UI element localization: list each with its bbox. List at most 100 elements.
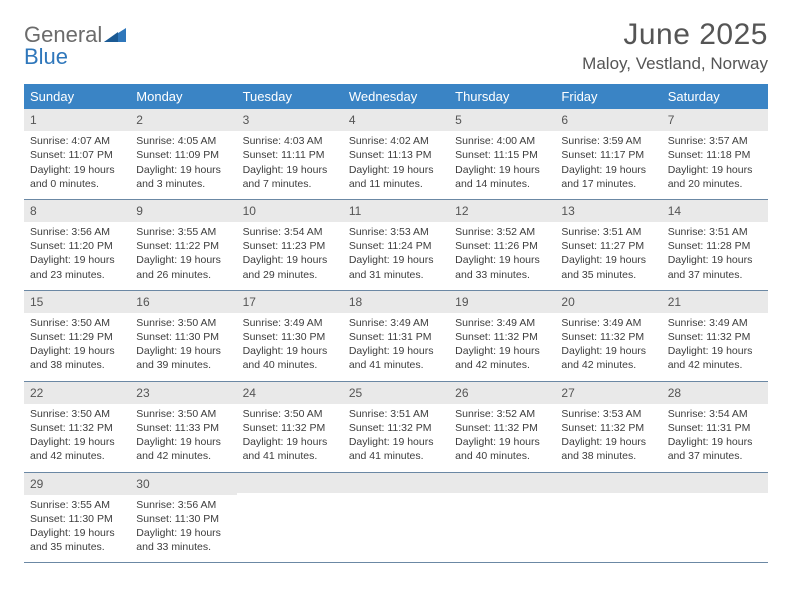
day-body: Sunrise: 4:05 AMSunset: 11:09 PMDaylight…	[130, 131, 236, 199]
day-cell: 22Sunrise: 3:50 AMSunset: 11:32 PMDaylig…	[24, 382, 130, 472]
daylight-text: Daylight: 19 hours and 37 minutes.	[668, 435, 762, 463]
day-cell: 20Sunrise: 3:49 AMSunset: 11:32 PMDaylig…	[555, 291, 661, 381]
day-cell: 19Sunrise: 3:49 AMSunset: 11:32 PMDaylig…	[449, 291, 555, 381]
day-number: 27	[555, 382, 661, 404]
sunrise-text: Sunrise: 4:02 AM	[349, 134, 443, 148]
daylight-text: Daylight: 19 hours and 41 minutes.	[349, 344, 443, 372]
day-cell: 4Sunrise: 4:02 AMSunset: 11:13 PMDayligh…	[343, 109, 449, 199]
sunset-text: Sunset: 11:24 PM	[349, 239, 443, 253]
sunset-text: Sunset: 11:33 PM	[136, 421, 230, 435]
day-body	[449, 493, 555, 543]
day-number: 5	[449, 109, 555, 131]
day-body: Sunrise: 3:57 AMSunset: 11:18 PMDaylight…	[662, 131, 768, 199]
sunset-text: Sunset: 11:18 PM	[668, 148, 762, 162]
month-title: June 2025	[582, 18, 768, 52]
week-row: 15Sunrise: 3:50 AMSunset: 11:29 PMDaylig…	[24, 291, 768, 382]
day-body: Sunrise: 3:49 AMSunset: 11:31 PMDaylight…	[343, 313, 449, 381]
sunrise-text: Sunrise: 3:49 AM	[349, 316, 443, 330]
sunset-text: Sunset: 11:23 PM	[243, 239, 337, 253]
day-cell: 28Sunrise: 3:54 AMSunset: 11:31 PMDaylig…	[662, 382, 768, 472]
sunset-text: Sunset: 11:28 PM	[668, 239, 762, 253]
weeks-container: 1Sunrise: 4:07 AMSunset: 11:07 PMDayligh…	[24, 109, 768, 563]
day-cell: 23Sunrise: 3:50 AMSunset: 11:33 PMDaylig…	[130, 382, 236, 472]
daylight-text: Daylight: 19 hours and 33 minutes.	[136, 526, 230, 554]
day-body: Sunrise: 4:03 AMSunset: 11:11 PMDaylight…	[237, 131, 343, 199]
day-body: Sunrise: 3:53 AMSunset: 11:32 PMDaylight…	[555, 404, 661, 472]
daylight-text: Daylight: 19 hours and 0 minutes.	[30, 163, 124, 191]
sunrise-text: Sunrise: 4:00 AM	[455, 134, 549, 148]
day-cell: 9Sunrise: 3:55 AMSunset: 11:22 PMDayligh…	[130, 200, 236, 290]
day-cell: 15Sunrise: 3:50 AMSunset: 11:29 PMDaylig…	[24, 291, 130, 381]
daylight-text: Daylight: 19 hours and 20 minutes.	[668, 163, 762, 191]
day-body: Sunrise: 3:53 AMSunset: 11:24 PMDaylight…	[343, 222, 449, 290]
day-body	[555, 493, 661, 543]
day-number: 19	[449, 291, 555, 313]
daylight-text: Daylight: 19 hours and 23 minutes.	[30, 253, 124, 281]
day-body: Sunrise: 3:50 AMSunset: 11:32 PMDaylight…	[237, 404, 343, 472]
day-cell: 30Sunrise: 3:56 AMSunset: 11:30 PMDaylig…	[130, 473, 236, 563]
day-cell: 27Sunrise: 3:53 AMSunset: 11:32 PMDaylig…	[555, 382, 661, 472]
day-body: Sunrise: 3:49 AMSunset: 11:32 PMDaylight…	[555, 313, 661, 381]
day-number: 18	[343, 291, 449, 313]
daylight-text: Daylight: 19 hours and 42 minutes.	[455, 344, 549, 372]
brand-logo: General Blue	[24, 18, 126, 68]
sunrise-text: Sunrise: 3:49 AM	[561, 316, 655, 330]
sunset-text: Sunset: 11:30 PM	[30, 512, 124, 526]
sunrise-text: Sunrise: 3:49 AM	[668, 316, 762, 330]
day-number: 23	[130, 382, 236, 404]
day-body: Sunrise: 3:49 AMSunset: 11:32 PMDaylight…	[449, 313, 555, 381]
location-label: Maloy, Vestland, Norway	[582, 54, 768, 74]
day-body: Sunrise: 3:52 AMSunset: 11:26 PMDaylight…	[449, 222, 555, 290]
day-cell	[237, 473, 343, 563]
day-number: 1	[24, 109, 130, 131]
day-cell	[555, 473, 661, 563]
day-body: Sunrise: 3:50 AMSunset: 11:30 PMDaylight…	[130, 313, 236, 381]
weekday-monday: Monday	[130, 84, 236, 109]
day-body: Sunrise: 3:55 AMSunset: 11:30 PMDaylight…	[24, 495, 130, 563]
day-cell: 13Sunrise: 3:51 AMSunset: 11:27 PMDaylig…	[555, 200, 661, 290]
day-number: 7	[662, 109, 768, 131]
daylight-text: Daylight: 19 hours and 38 minutes.	[561, 435, 655, 463]
day-cell: 12Sunrise: 3:52 AMSunset: 11:26 PMDaylig…	[449, 200, 555, 290]
brand-text: General Blue	[24, 24, 126, 68]
sunrise-text: Sunrise: 3:50 AM	[30, 407, 124, 421]
day-cell: 5Sunrise: 4:00 AMSunset: 11:15 PMDayligh…	[449, 109, 555, 199]
sunrise-text: Sunrise: 4:05 AM	[136, 134, 230, 148]
day-number	[237, 473, 343, 493]
daylight-text: Daylight: 19 hours and 42 minutes.	[668, 344, 762, 372]
day-cell: 8Sunrise: 3:56 AMSunset: 11:20 PMDayligh…	[24, 200, 130, 290]
day-body: Sunrise: 3:50 AMSunset: 11:29 PMDaylight…	[24, 313, 130, 381]
day-number: 14	[662, 200, 768, 222]
day-number: 6	[555, 109, 661, 131]
sunset-text: Sunset: 11:30 PM	[136, 512, 230, 526]
week-row: 1Sunrise: 4:07 AMSunset: 11:07 PMDayligh…	[24, 109, 768, 200]
daylight-text: Daylight: 19 hours and 40 minutes.	[455, 435, 549, 463]
daylight-text: Daylight: 19 hours and 35 minutes.	[561, 253, 655, 281]
day-number	[555, 473, 661, 493]
sunrise-text: Sunrise: 3:52 AM	[455, 407, 549, 421]
daylight-text: Daylight: 19 hours and 40 minutes.	[243, 344, 337, 372]
sunrise-text: Sunrise: 3:59 AM	[561, 134, 655, 148]
sunrise-text: Sunrise: 3:51 AM	[561, 225, 655, 239]
sunset-text: Sunset: 11:32 PM	[243, 421, 337, 435]
sunrise-text: Sunrise: 3:53 AM	[349, 225, 443, 239]
day-number: 22	[24, 382, 130, 404]
sunset-text: Sunset: 11:31 PM	[668, 421, 762, 435]
day-body: Sunrise: 3:56 AMSunset: 11:20 PMDaylight…	[24, 222, 130, 290]
day-body: Sunrise: 3:49 AMSunset: 11:30 PMDaylight…	[237, 313, 343, 381]
sunrise-text: Sunrise: 3:49 AM	[243, 316, 337, 330]
daylight-text: Daylight: 19 hours and 7 minutes.	[243, 163, 337, 191]
brand-triangle-icon	[104, 24, 126, 46]
day-number: 4	[343, 109, 449, 131]
daylight-text: Daylight: 19 hours and 14 minutes.	[455, 163, 549, 191]
day-cell: 18Sunrise: 3:49 AMSunset: 11:31 PMDaylig…	[343, 291, 449, 381]
day-body: Sunrise: 3:51 AMSunset: 11:27 PMDaylight…	[555, 222, 661, 290]
sunrise-text: Sunrise: 3:55 AM	[30, 498, 124, 512]
day-cell: 7Sunrise: 3:57 AMSunset: 11:18 PMDayligh…	[662, 109, 768, 199]
day-cell: 2Sunrise: 4:05 AMSunset: 11:09 PMDayligh…	[130, 109, 236, 199]
day-body: Sunrise: 3:50 AMSunset: 11:33 PMDaylight…	[130, 404, 236, 472]
day-body: Sunrise: 4:02 AMSunset: 11:13 PMDaylight…	[343, 131, 449, 199]
day-number: 24	[237, 382, 343, 404]
sunset-text: Sunset: 11:09 PM	[136, 148, 230, 162]
daylight-text: Daylight: 19 hours and 33 minutes.	[455, 253, 549, 281]
